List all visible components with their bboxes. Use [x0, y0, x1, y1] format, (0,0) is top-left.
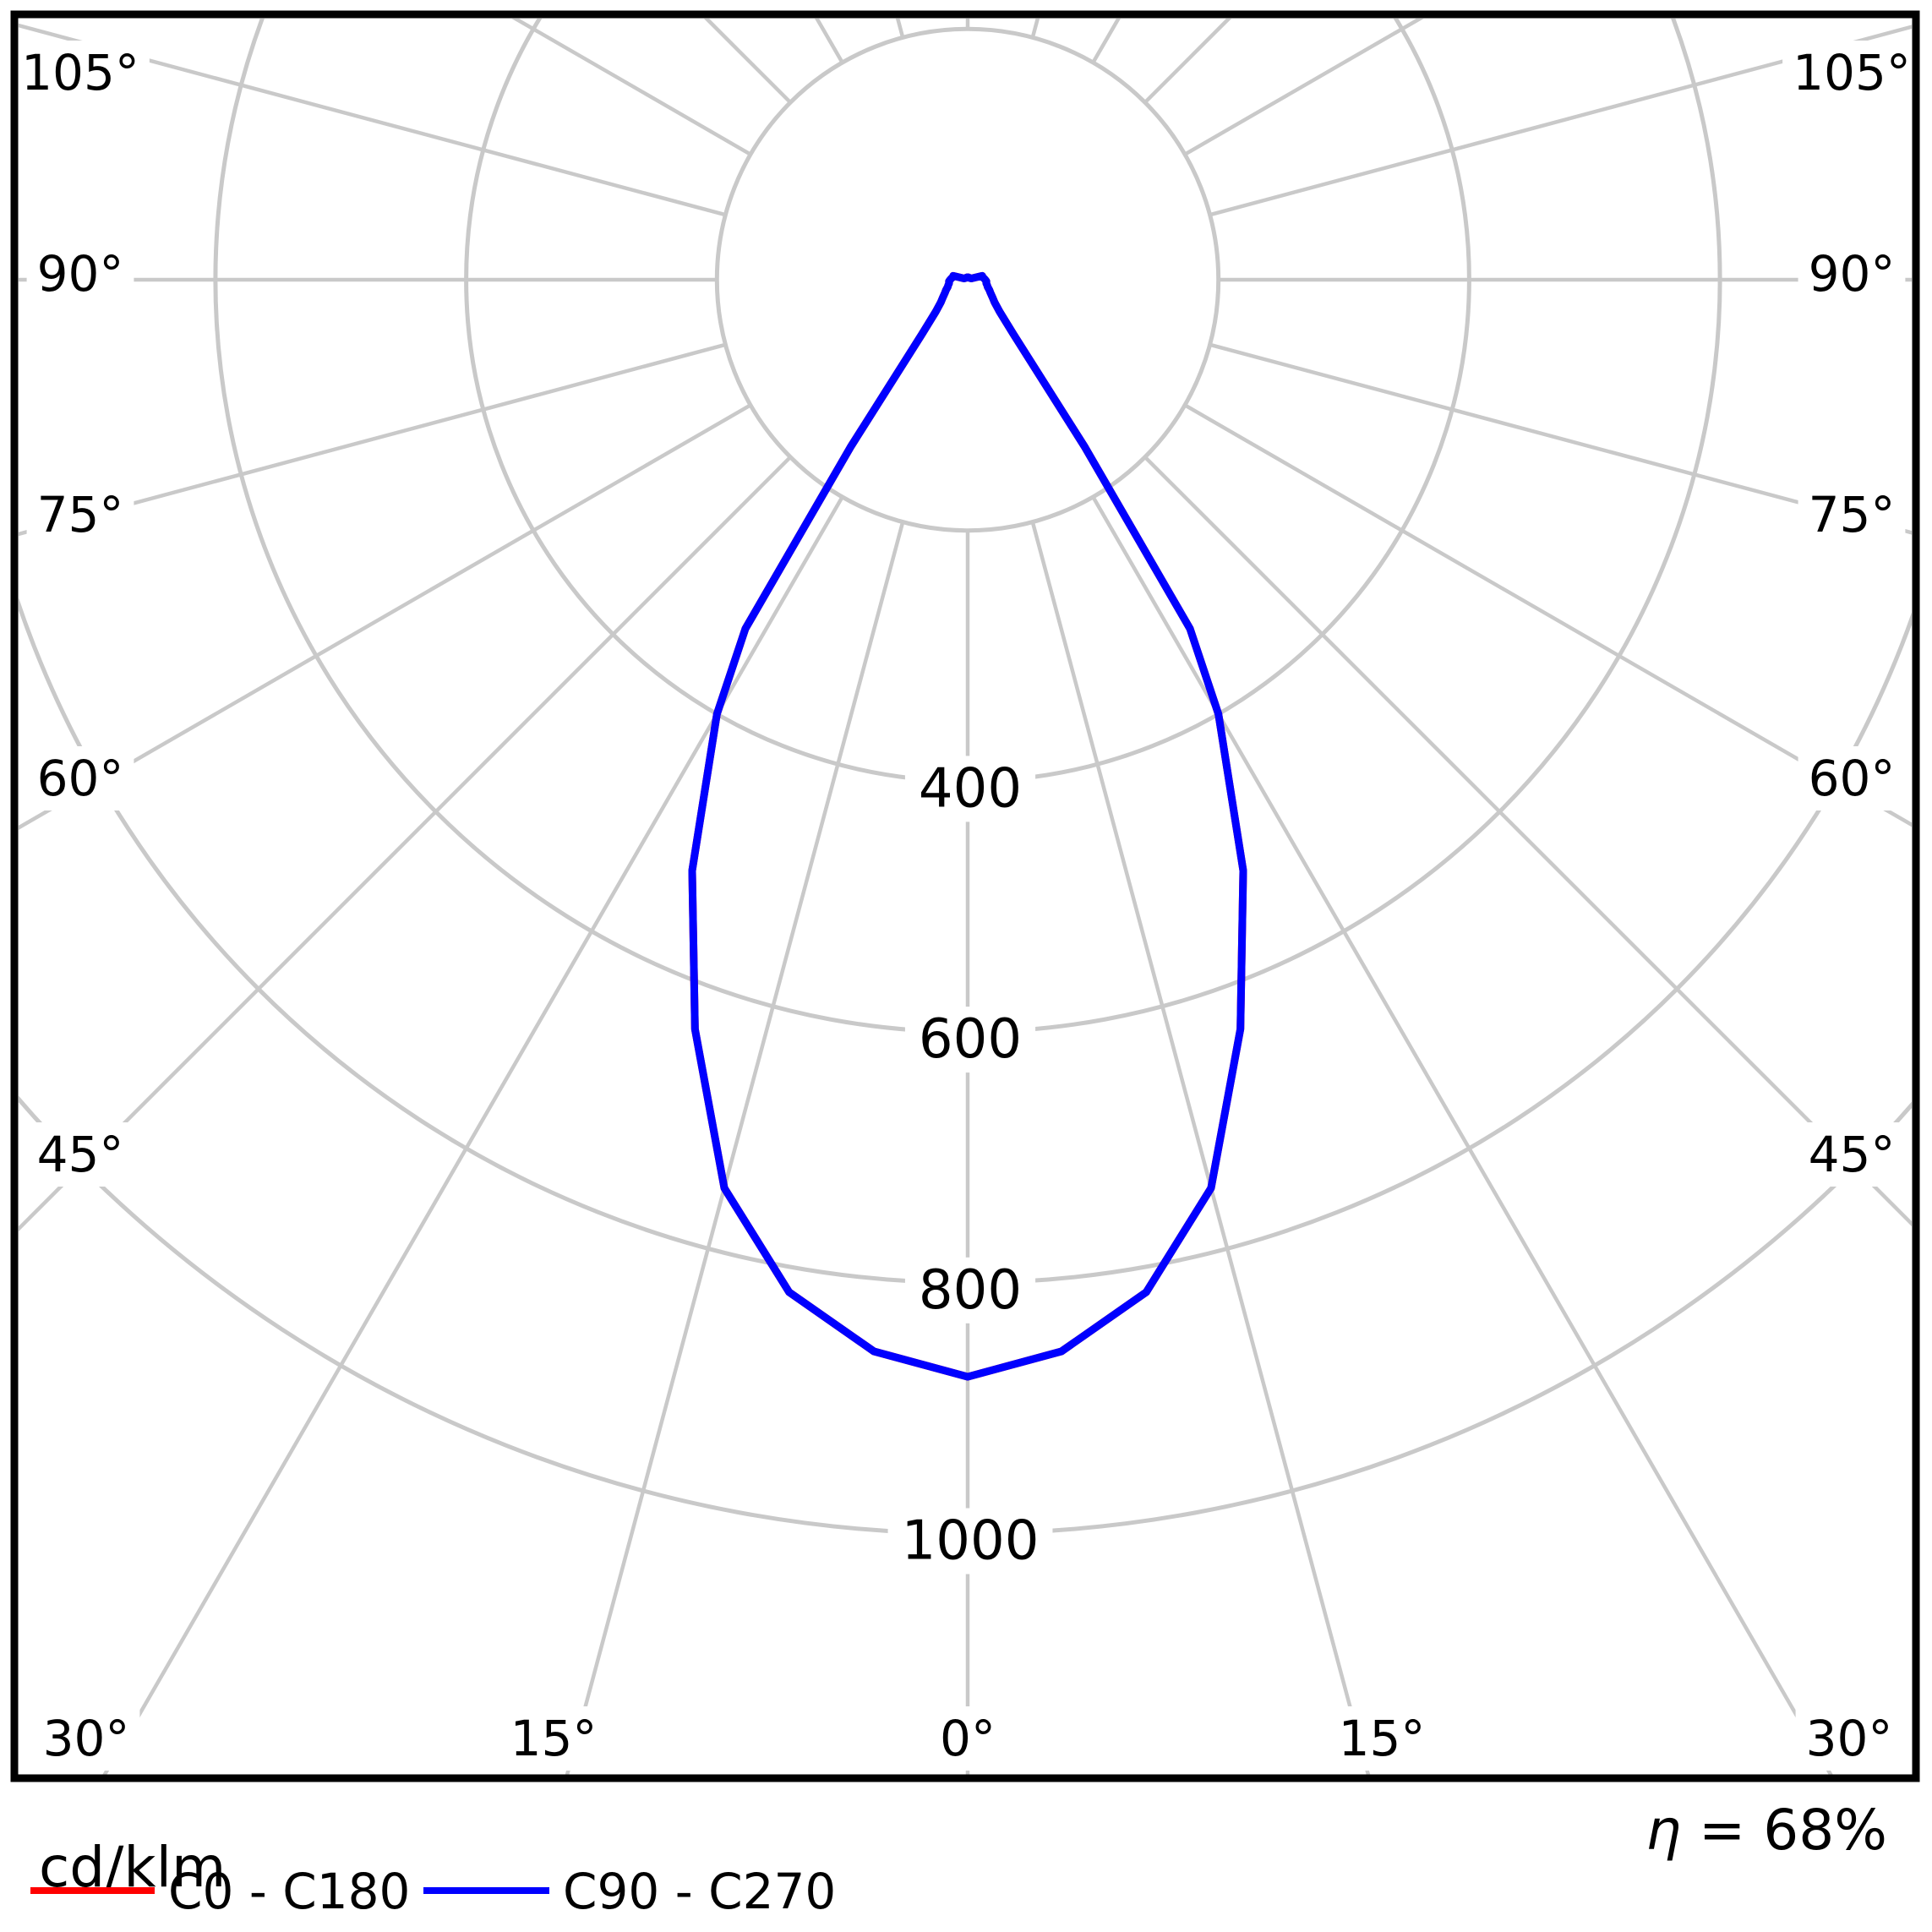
legend-label-c0-c180: C0 - C180: [168, 1863, 410, 1920]
angle-label-90-right: 90°: [1809, 245, 1896, 303]
angle-label-15-right-bg: [1328, 1706, 1436, 1771]
grid-spoke: [19, 403, 752, 830]
angle-label-30-left: 30°: [43, 1710, 130, 1767]
angle-label-105-left: 105°: [21, 44, 139, 101]
angle-label-105-left-bg: [11, 41, 150, 105]
grid-spoke: [1091, 495, 1833, 1775]
angle-label-45-right: 45°: [1809, 1126, 1896, 1183]
ring-label-800: 800: [919, 1259, 1022, 1322]
grid-spoke: [1209, 25, 1912, 217]
angle-label-30-right: 30°: [1806, 1710, 1893, 1767]
grid-spoke: [19, 342, 726, 537]
ring-label-1000-bg: [887, 1508, 1053, 1575]
grid-spoke: [1030, 19, 1040, 38]
grid-spoke: [19, 23, 726, 217]
legend-item-c0-c180: C0 - C180: [30, 1863, 410, 1920]
angle-label-0-left: 0°: [940, 1710, 996, 1767]
chart-border: [10, 10, 1920, 1782]
angle-label-75-left-bg: [26, 483, 134, 547]
ring-label-600-bg: [904, 1007, 1036, 1073]
ring-label-400: 400: [919, 757, 1022, 820]
ring-labels: 400 600 800 1000: [887, 756, 1053, 1575]
grid-ring-200: [714, 26, 1221, 533]
angle-label-60-right: 60°: [1809, 750, 1896, 807]
curve-c90-c270: [688, 271, 1247, 1381]
angle-label-75-right-bg: [1798, 483, 1906, 547]
angle-label-75-right: 75°: [1809, 486, 1896, 543]
angle-label-60-right-bg: [1798, 746, 1906, 810]
efficiency-label: η = 68%: [1645, 1798, 1887, 1863]
intensity-curves: [688, 271, 1247, 1381]
angle-label-45-left-bg: [26, 1122, 134, 1187]
grid-spoke: [102, 495, 844, 1775]
angle-label-15-left: 15°: [510, 1710, 598, 1767]
angle-label-60-left: 60°: [37, 750, 124, 807]
angle-label-15-left-bg: [499, 1706, 608, 1771]
angle-label-75-left: 75°: [37, 486, 124, 543]
legend-item-c90-c270: C90 - C270: [423, 1863, 836, 1920]
angle-label-90-left-bg: [26, 242, 134, 306]
angle-label-45-left: 45°: [37, 1126, 124, 1183]
grid-spoke: [1030, 521, 1371, 1775]
angle-label-0-left-bg: [930, 1706, 1006, 1771]
legend-label-c90-c270: C90 - C270: [563, 1863, 836, 1920]
angle-label-60-left-bg: [26, 746, 134, 810]
grid-spoke: [1183, 403, 1912, 827]
eta-value: = 68%: [1681, 1798, 1887, 1863]
ring-label-800-bg: [904, 1257, 1036, 1323]
legend: C0 - C180 C90 - C270: [30, 1863, 836, 1920]
angle-labels: 0° 15° 15° 30° 30° 45° 45° 60° 60° 75° 75° 90° 90° 10…: [11, 41, 1921, 1771]
angle-label-30-right-bg: [1795, 1706, 1903, 1771]
angle-label-105-right: 105°: [1793, 44, 1911, 101]
ring-label-600: 600: [919, 1008, 1022, 1071]
grid-spoke: [565, 521, 905, 1775]
angle-label-105-right-bg: [1782, 41, 1921, 105]
angle-label-45-right-bg: [1798, 1122, 1906, 1187]
grid-spoke: [1209, 342, 1912, 535]
angle-label-90-left: 90°: [37, 245, 124, 303]
angle-label-90-right-bg: [1798, 242, 1906, 306]
angle-label-30-left-bg: [32, 1706, 140, 1771]
eta-symbol: η: [1645, 1798, 1681, 1863]
ring-label-400-bg: [904, 756, 1036, 822]
ring-label-1000: 1000: [902, 1510, 1040, 1573]
angle-label-15-right: 15°: [1339, 1710, 1426, 1767]
grid-spoke: [895, 19, 905, 38]
